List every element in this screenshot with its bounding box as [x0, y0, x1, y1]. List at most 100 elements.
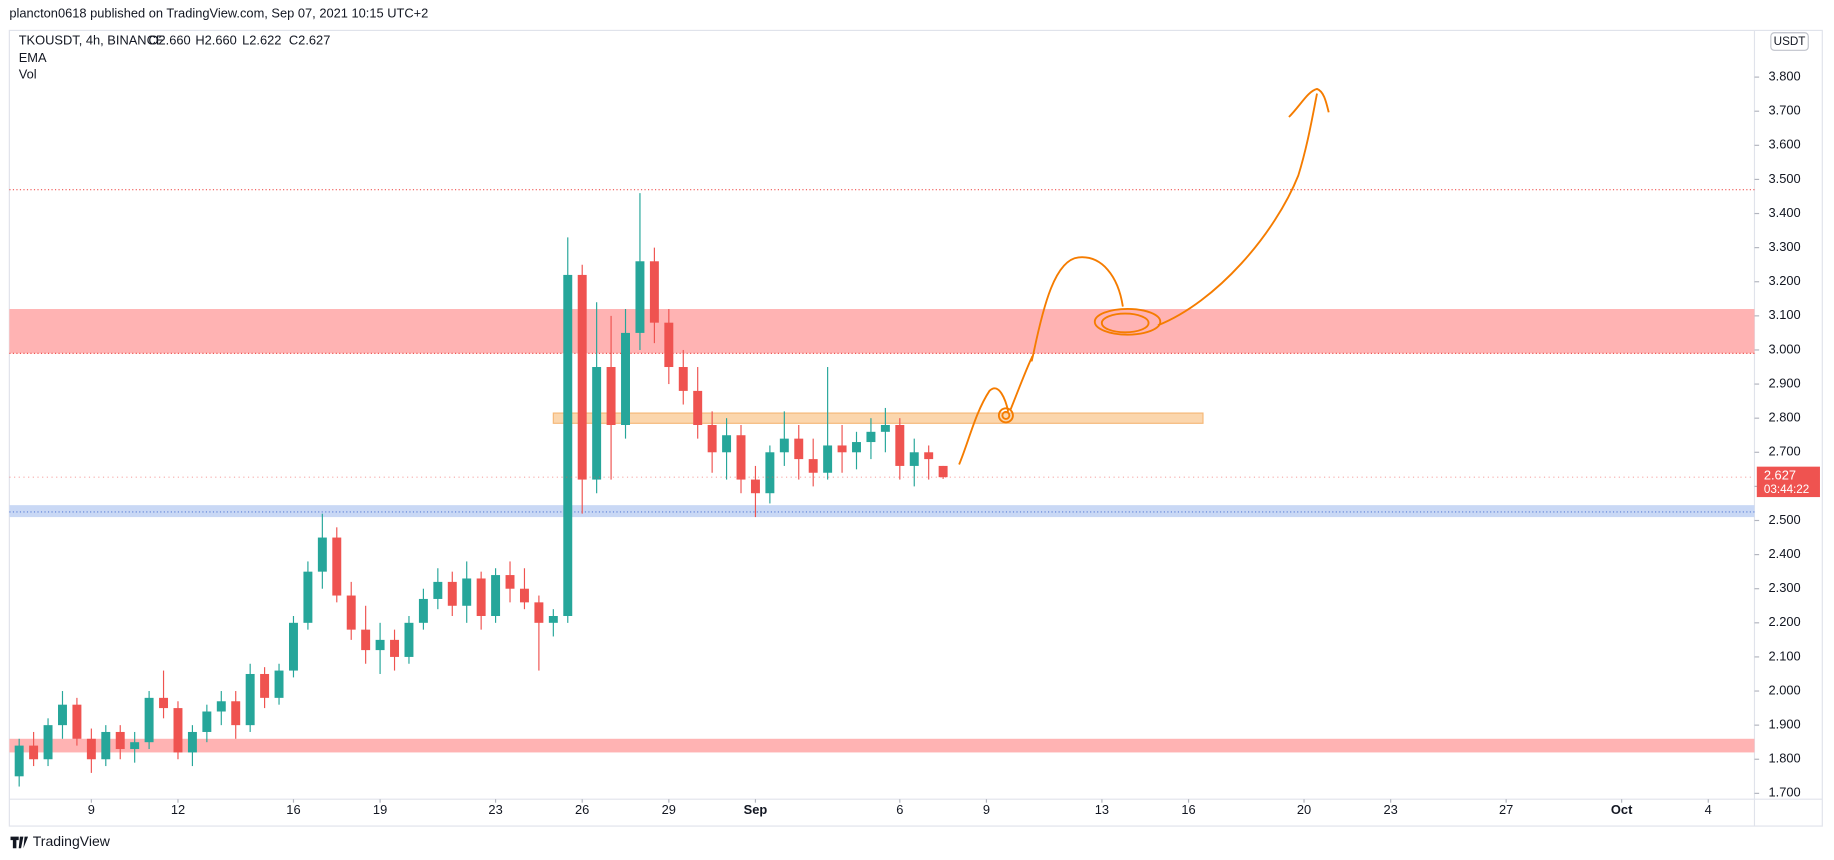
- candle-body: [433, 581, 443, 599]
- candle-body: [909, 452, 919, 466]
- candle-body: [866, 431, 876, 443]
- candle-body: [476, 578, 486, 616]
- candle-body: [29, 745, 39, 760]
- drawn-line: [958, 387, 1010, 465]
- candle-body: [765, 452, 775, 494]
- candle-body: [794, 438, 804, 460]
- candle-body: [505, 575, 515, 589]
- candle-body: [346, 595, 356, 630]
- x-tick-label: 9: [983, 802, 990, 817]
- candle-body: [664, 322, 674, 368]
- candle-body: [491, 575, 501, 616]
- candle-body: [332, 537, 342, 596]
- y-tick-label: 3.500: [1769, 171, 1801, 186]
- drawn-ellipse: [1100, 312, 1150, 334]
- candle-body: [779, 438, 789, 453]
- candle-body: [577, 274, 587, 480]
- currency-button[interactable]: [1770, 32, 1809, 51]
- x-tick-label: 6: [896, 802, 903, 817]
- y-tick-label: 2.000: [1769, 682, 1801, 697]
- candle-body: [216, 701, 226, 712]
- candle-body: [519, 588, 529, 603]
- x-tick-label: 13: [1095, 802, 1109, 817]
- y-tick-label: 1.800: [1769, 751, 1801, 766]
- y-tick-label: 1.700: [1769, 785, 1801, 800]
- candle-body: [736, 435, 746, 480]
- drawn-circle: [1001, 410, 1011, 420]
- y-tick-label: 2.900: [1769, 375, 1801, 390]
- x-tick-label: 20: [1297, 802, 1311, 817]
- x-tick-label: 19: [373, 802, 387, 817]
- ohlc-high: H2.660: [195, 32, 236, 47]
- candle-body: [187, 731, 197, 753]
- x-tick-label: 16: [286, 802, 300, 817]
- logo: [10, 836, 29, 849]
- last-price-tag: [1756, 466, 1820, 498]
- candle-body: [303, 571, 313, 623]
- drawing: [958, 87, 1330, 465]
- publisher: plancton0618 published on TradingView.co…: [9, 5, 428, 20]
- candle-body: [837, 445, 847, 453]
- logo-mark: [10, 836, 29, 849]
- candle-body: [722, 435, 732, 453]
- candle-body: [231, 701, 241, 726]
- candle-body: [462, 578, 472, 606]
- currency[interactable]: USDT: [1774, 35, 1806, 48]
- ohlc-low: L2.622: [242, 32, 281, 47]
- candle-body: [880, 424, 890, 432]
- y-tick-label: 2.200: [1769, 614, 1801, 629]
- candle-body: [678, 367, 688, 391]
- candle-body: [852, 442, 861, 453]
- candle-body: [361, 629, 371, 651]
- candle-body: [375, 639, 385, 651]
- y-tick-label: 3.400: [1769, 205, 1801, 220]
- countdown: 03:44:22: [1764, 483, 1809, 496]
- indicator: Vol: [19, 66, 37, 81]
- indicator: EMA: [19, 50, 47, 65]
- candle-body: [159, 697, 169, 709]
- candle-body: [707, 424, 717, 453]
- candle-body: [823, 445, 833, 473]
- candle-body: [404, 622, 414, 657]
- drawn-arrow: [1157, 93, 1318, 327]
- zone: [552, 412, 1204, 424]
- y-tick-label: 3.200: [1769, 273, 1801, 288]
- x-tick-label: 16: [1181, 802, 1195, 817]
- candle-body: [750, 479, 760, 494]
- drawn-ellipse: [1093, 307, 1162, 336]
- y-tick-label: 3.600: [1769, 137, 1801, 152]
- drawn-line: [1009, 256, 1124, 410]
- y-tick-label: 3.000: [1769, 341, 1801, 356]
- drawn-arrowhead: [1288, 87, 1330, 118]
- candle-body: [895, 424, 905, 466]
- candle-body: [938, 465, 948, 478]
- candle-body: [808, 459, 818, 473]
- candle-body: [101, 731, 111, 760]
- zone: [9, 309, 1755, 354]
- candle-body: [621, 332, 630, 425]
- candle-body: [288, 622, 298, 671]
- x-tick-label: 29: [662, 802, 676, 817]
- candle-body: [418, 598, 428, 623]
- candle-body: [592, 367, 602, 480]
- y-tick-label: 2.700: [1769, 444, 1801, 459]
- x-tick-label: Sep: [744, 802, 768, 817]
- candle-body: [649, 261, 659, 323]
- plot: [9, 189, 1755, 787]
- candle-body: [447, 581, 457, 606]
- x-tick-label: 27: [1499, 802, 1513, 817]
- candle-body: [72, 704, 82, 739]
- y-tick-label: 3.700: [1769, 103, 1801, 118]
- drawn-circle: [997, 407, 1014, 424]
- candle-body: [173, 708, 183, 753]
- y-tick-label: 1.900: [1769, 717, 1801, 732]
- candle-body: [548, 615, 558, 623]
- candle-body: [130, 742, 140, 750]
- symbol: TKOUSDT, 4h, BINANCE: [19, 32, 165, 47]
- candle-body: [115, 731, 125, 750]
- y-tick-label: 3.100: [1769, 307, 1801, 322]
- y-tick-label: 2.800: [1769, 410, 1801, 425]
- candle-body: [693, 390, 703, 425]
